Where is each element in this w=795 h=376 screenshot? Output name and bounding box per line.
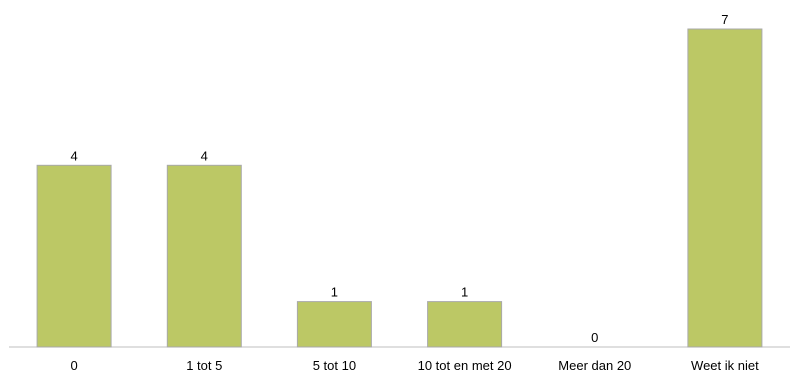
data-label-1: 4: [201, 148, 208, 163]
bar-2: [296, 301, 372, 348]
data-label-2: 1: [331, 285, 338, 300]
category-labels-group: 0 1 tot 5 5 tot 10 10 tot en met 20 Meer dan…: [70, 358, 759, 373]
bars-group: [36, 28, 763, 348]
bar-3: [427, 301, 503, 348]
category-label-2: 5 tot 10: [313, 358, 356, 373]
data-label-3: 1: [461, 285, 468, 300]
bar-1: [166, 164, 242, 348]
category-label-0: 0: [70, 358, 77, 373]
data-label-0: 4: [70, 148, 77, 163]
bar-0: [36, 164, 112, 348]
data-label-4: 0: [591, 330, 598, 345]
bar-5: [687, 28, 763, 348]
category-label-4: Meer dan 20: [558, 358, 631, 373]
category-label-5: Weet ik niet: [691, 358, 759, 373]
category-label-1: 1 tot 5: [186, 358, 222, 373]
data-labels-group: 4 4 1 1 0 7: [70, 12, 728, 345]
data-label-5: 7: [721, 12, 728, 27]
category-label-3: 10 tot en met 20: [418, 358, 512, 373]
